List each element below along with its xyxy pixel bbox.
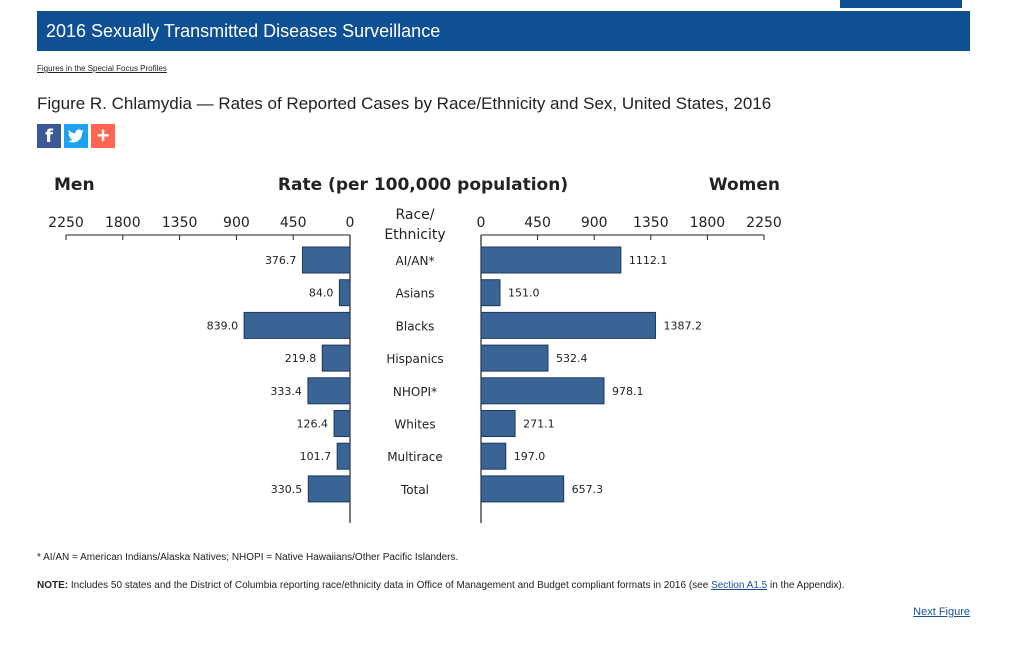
women-value-label: 978.1 [612,385,644,398]
men-bar [321,344,351,372]
section-link[interactable]: Section A1.5 [711,580,768,591]
women-bar [480,246,622,274]
more-share-button[interactable]: + [91,124,115,148]
women-value-label: 271.1 [523,418,555,431]
butterfly-bar-chart: Men Women Rate (per 100,000 population) Rac… [48,175,782,523]
men-value-label: 84.0 [309,287,334,300]
men-value-label: 101.7 [300,450,332,463]
category-label: Multirace [387,450,443,464]
women-value-label: 197.0 [514,450,546,463]
women-bar [480,475,565,503]
next-figure-link[interactable]: Next Figure [913,606,970,618]
men-value-label: 126.4 [297,418,329,431]
share-bar: f + [37,124,115,148]
women-tick-label: 2250 [746,215,782,231]
category-label: AI/AN* [396,254,435,268]
top-nav-tab[interactable] [840,0,962,8]
category-label: Whites [394,418,435,432]
women-tick-label: 0 [477,215,486,231]
plus-icon: + [96,123,110,148]
twitter-icon [68,129,84,143]
breadcrumb-link[interactable]: Figures in the Special Focus Profiles [37,64,167,73]
footnote: * AI/AN = American Indians/Alaska Native… [37,552,459,563]
women-bar [480,279,501,307]
men-tick-label: 1350 [162,215,198,231]
note-text-end: in the Appendix). [767,580,845,591]
men-value-label: 330.5 [271,483,303,496]
women-tick-label: 450 [524,215,551,231]
men-bar [333,410,351,437]
women-tick-label: 900 [581,215,608,231]
women-value-label: 151.0 [508,287,540,300]
men-value-label: 333.4 [270,385,302,398]
women-value-label: 657.3 [572,483,604,496]
facebook-share-button[interactable]: f [37,124,61,148]
men-bar [243,311,351,339]
men-bar [338,279,351,307]
facebook-icon: f [45,125,53,147]
men-bar [307,475,351,503]
men-label: Men [54,175,95,195]
women-tick-label: 1800 [690,215,726,231]
men-tick-label: 450 [280,215,307,231]
men-tick-label: 1800 [105,215,141,231]
women-bar [480,377,605,405]
women-bar [480,311,656,339]
women-label: Women [709,175,780,195]
category-label: Asians [395,287,434,301]
men-tick-label: 900 [223,215,250,231]
twitter-share-button[interactable] [64,124,88,148]
women-bar [480,410,516,437]
women-bar [480,442,507,470]
category-label: Blacks [396,319,435,333]
women-value-label: 532.4 [556,352,588,365]
figure-title: Figure R. Chlamydia — Rates of Reported … [37,94,772,113]
category-axis-label-line1: Race/ [395,207,434,223]
men-bar [307,377,351,405]
women-value-label: 1387.2 [663,319,702,332]
banner-title: 2016 Sexually Transmitted Diseases Surve… [46,21,441,41]
category-label: Hispanics [386,352,443,366]
category-label: Total [400,483,429,497]
men-value-label: 839.0 [207,319,239,332]
men-bar [301,246,351,274]
women-tick-label: 1350 [633,215,669,231]
men-value-label: 219.8 [285,352,317,365]
note-label: NOTE: [37,580,69,591]
men-tick-label: 2250 [48,215,84,231]
women-bar [480,344,549,372]
men-value-label: 376.7 [265,254,297,267]
note-text: Includes 50 states and the District of C… [68,580,712,591]
men-tick-label: 0 [346,215,355,231]
category-axis-label-line2: Ethnicity [384,227,445,243]
men-bar [336,442,351,470]
note: NOTE: Includes 50 states and the Distric… [37,580,845,591]
category-label: NHOPI* [393,385,437,399]
women-value-label: 1112.1 [629,254,668,267]
chart-title: Rate (per 100,000 population) [278,175,568,195]
site-banner: 2016 Sexually Transmitted Diseases Surve… [37,11,970,51]
